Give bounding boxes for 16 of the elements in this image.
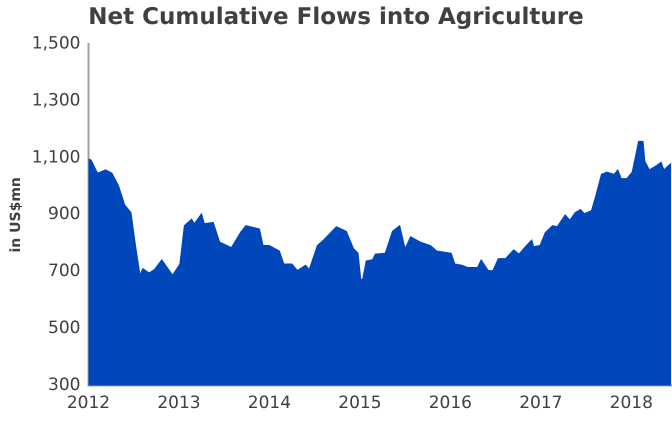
- x-tick-label: 2012: [66, 393, 110, 414]
- x-tick-label: 2015: [338, 393, 382, 414]
- x-tick-label: 2018: [610, 393, 653, 414]
- y-axis-title: in US$mn: [8, 177, 24, 252]
- x-tick-label: 2016: [428, 393, 472, 414]
- x-tick-label: 2017: [519, 393, 562, 414]
- chart-title: Net Cumulative Flows into Agriculture: [87, 4, 585, 30]
- x-tick-label: 2013: [157, 393, 201, 414]
- y-tick-label: 1,100: [32, 147, 80, 168]
- y-tick-label: 700: [48, 261, 80, 282]
- y-tick-label: 900: [48, 204, 80, 224]
- x-tick-label: 2014: [248, 393, 292, 414]
- y-tick-label: 300: [48, 375, 80, 396]
- y-tick-label: 500: [48, 318, 80, 338]
- y-tick-label: 1,300: [32, 90, 80, 110]
- y-tick-label: 1,500: [32, 33, 80, 54]
